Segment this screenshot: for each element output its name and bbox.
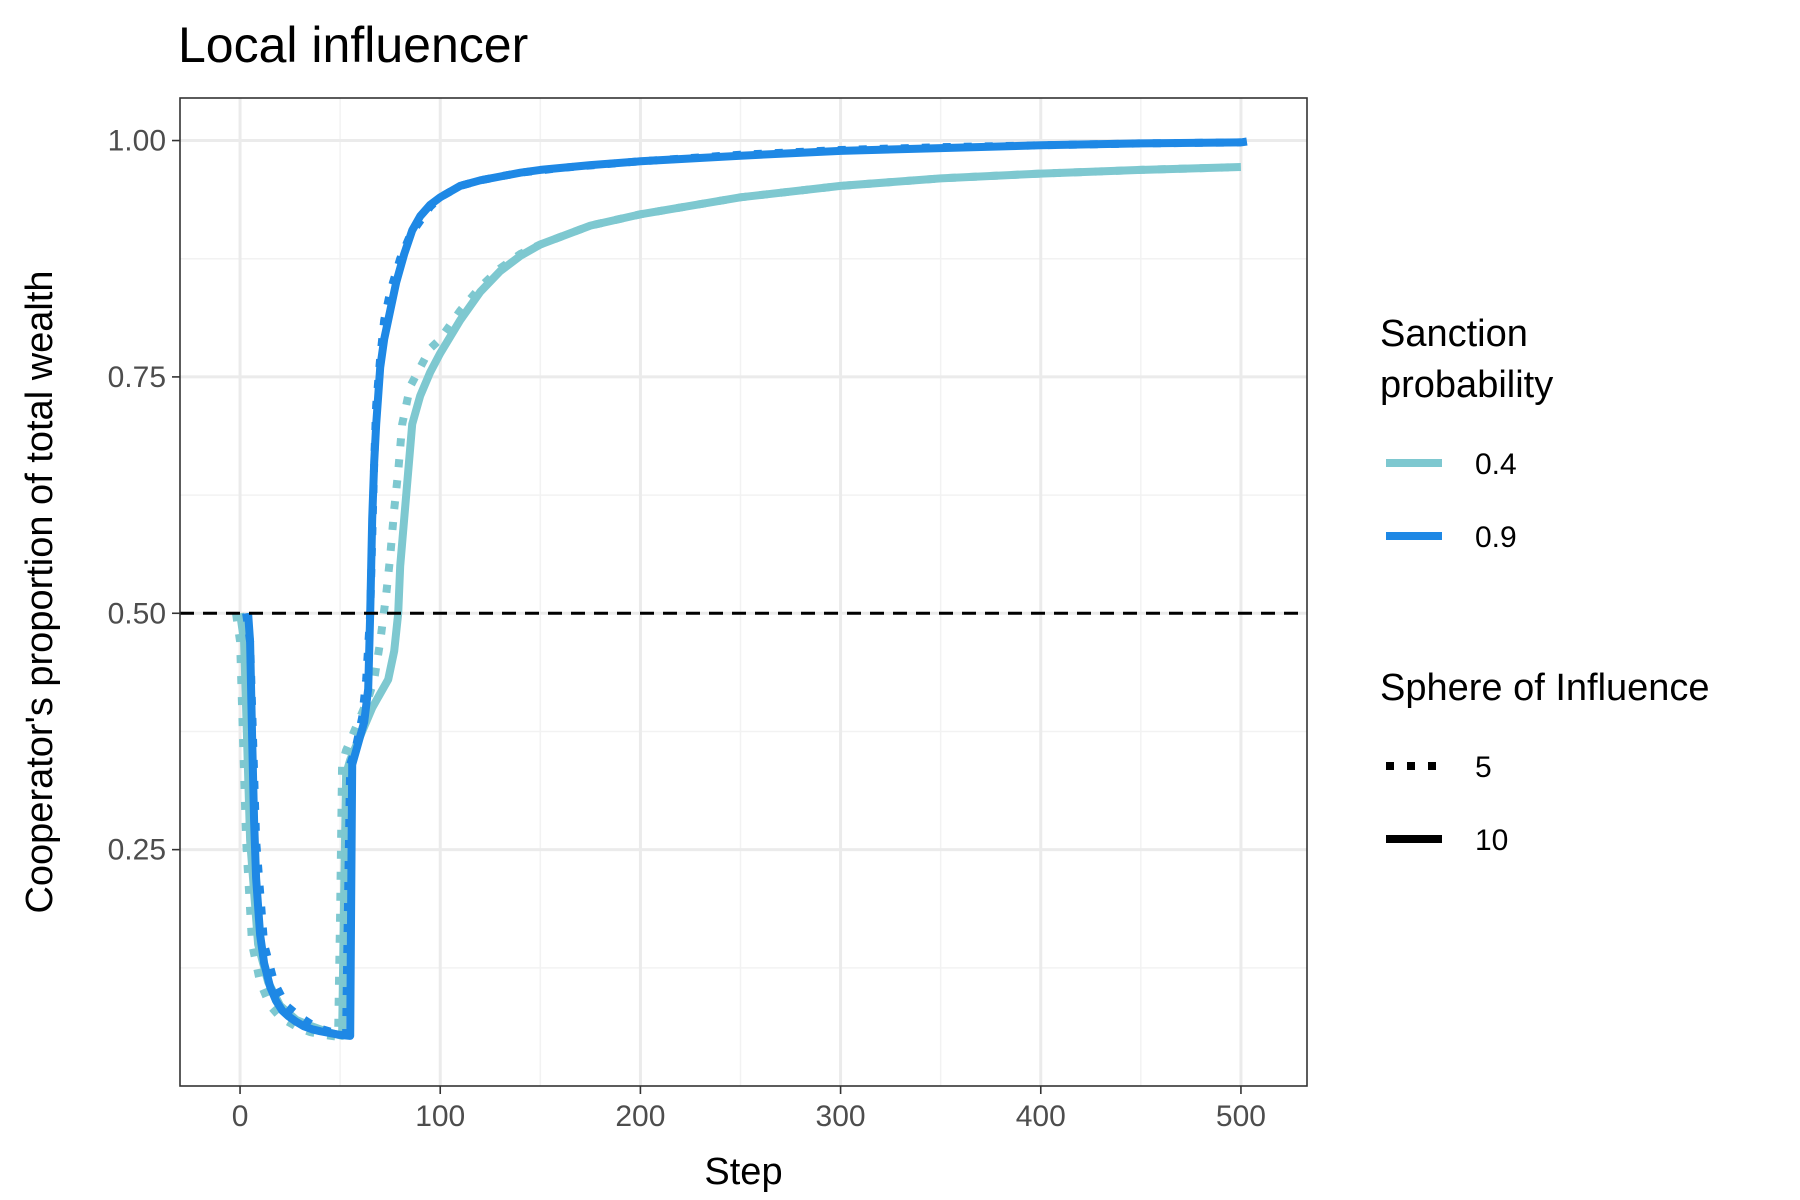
legend-label-sanction: 0.9 xyxy=(1475,521,1517,554)
chart-title: Local influencer xyxy=(178,17,528,73)
y-axis: 0.25 0.50 0.75 1.00 xyxy=(108,125,180,867)
y-tick-label: 0.75 xyxy=(108,361,166,394)
legend-label-sphere: 5 xyxy=(1475,751,1492,784)
legend-title-sphere: Sphere of Influence xyxy=(1380,667,1710,709)
y-axis-title: Cooperator's proportion of total wealth xyxy=(19,270,61,913)
legend-title-sanction: Sanction xyxy=(1380,313,1528,355)
legend: Sanction probability 0.4 0.9 Sphere of Influ… xyxy=(1380,313,1710,857)
grid-minor xyxy=(180,98,1307,1086)
x-tick-label: 0 xyxy=(232,1100,249,1133)
y-tick-label: 0.25 xyxy=(108,834,166,867)
legend-label-sphere: 10 xyxy=(1475,824,1508,857)
x-tick-label: 200 xyxy=(615,1100,665,1133)
series-layer xyxy=(232,137,1248,1041)
legend-title-sanction: probability xyxy=(1380,364,1553,406)
y-tick-label: 1.00 xyxy=(108,125,166,158)
x-axis-title: Step xyxy=(704,1151,782,1193)
x-tick-label: 300 xyxy=(816,1100,866,1133)
x-tick-label: 100 xyxy=(415,1100,465,1133)
y-tick-label: 0.50 xyxy=(108,597,166,630)
series-line-sanction-0.9-sphere-10 xyxy=(244,137,1248,1040)
x-tick-label: 400 xyxy=(1016,1100,1066,1133)
x-axis: 0 100 200 300 400 500 xyxy=(232,1086,1266,1133)
x-tick-label: 500 xyxy=(1216,1100,1266,1133)
panel-border xyxy=(179,97,1308,1087)
legend-label-sanction: 0.4 xyxy=(1475,448,1517,481)
